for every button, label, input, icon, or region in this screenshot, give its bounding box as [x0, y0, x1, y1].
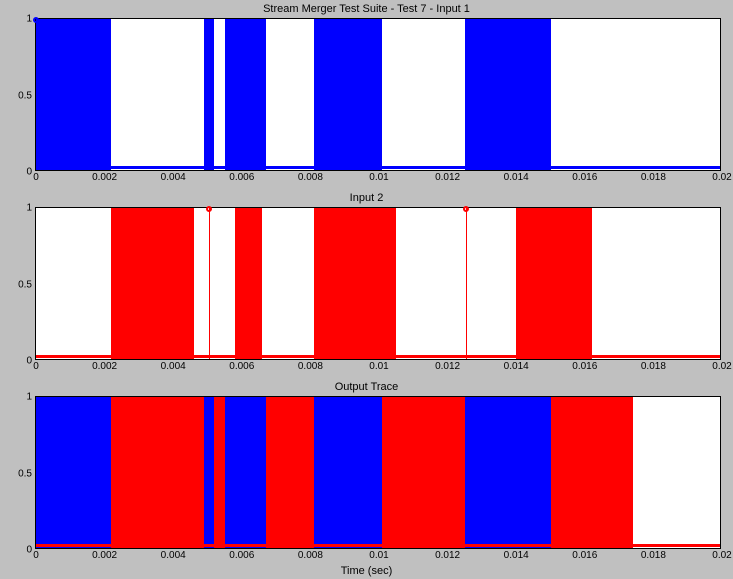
- panel1-title: Stream Merger Test Suite - Test 7 - Inpu…: [0, 3, 733, 15]
- panel3-pulse: [214, 397, 224, 548]
- panel1-xtick: 0.006: [229, 172, 254, 183]
- panel1-ytick: 0.5: [2, 90, 32, 101]
- panel3-xtick: 0.012: [435, 550, 460, 561]
- panel3-xtick: 0.004: [161, 550, 186, 561]
- panel1-ytick: 0: [2, 167, 32, 178]
- panel3-xtick: 0.018: [641, 550, 666, 561]
- panel1-xtick: 0.02: [712, 172, 731, 183]
- panel3-pulse-top: [266, 398, 314, 401]
- panel2-pulse: [111, 208, 193, 359]
- panel1-pulse: [225, 19, 266, 170]
- panel3-ytick: 0: [2, 545, 32, 556]
- panel3-pulse: [465, 397, 551, 548]
- panel2-xtick: 0.012: [435, 361, 460, 372]
- panel3-pulse: [551, 397, 633, 548]
- panel3-baseline-red: [36, 544, 720, 547]
- panel2-pulse: [466, 208, 467, 359]
- panel2-xtick: 0.006: [229, 361, 254, 372]
- panel2-pulse: [235, 208, 262, 359]
- panel3-xtick: 0.006: [229, 550, 254, 561]
- panel1-ytick: 1: [2, 14, 32, 25]
- panel2-ytick: 0: [2, 356, 32, 367]
- panel1-xtick: 0.016: [572, 172, 597, 183]
- panel2-pulse: [209, 208, 210, 359]
- panel1-marker: [33, 17, 39, 23]
- panel2-pulse-top: [516, 209, 591, 212]
- panel3-pulse-top: [314, 398, 383, 401]
- panel1: 00.5100.0020.0040.0060.0080.010.0120.014…: [35, 18, 721, 171]
- panel1-pulse-top: [225, 20, 266, 23]
- panel3-pulse-top: [204, 398, 214, 401]
- panel1-xtick: 0.014: [504, 172, 529, 183]
- panel3-pulse: [266, 397, 314, 548]
- panel2-pulse: [516, 208, 591, 359]
- panel3: 00.5100.0020.0040.0060.0080.010.0120.014…: [35, 396, 721, 549]
- panel1-pulse: [314, 19, 383, 170]
- panel2-xtick: 0.016: [572, 361, 597, 372]
- x-axis-label: Time (sec): [0, 565, 733, 577]
- panel1-xtick: 0.012: [435, 172, 460, 183]
- panel3-pulse-top: [551, 398, 633, 401]
- panel3-pulse: [111, 397, 204, 548]
- panel3-title: Output Trace: [0, 381, 733, 393]
- panel2-marker: [206, 206, 212, 212]
- panel2-pulse-top: [111, 209, 193, 212]
- panel2-pulse-top: [235, 209, 262, 212]
- panel1-pulse: [465, 19, 551, 170]
- panel1-pulse: [204, 19, 214, 170]
- panel2-xtick: 0.008: [298, 361, 323, 372]
- panel2-baseline-red: [36, 355, 720, 358]
- panel1-xtick: 0.002: [92, 172, 117, 183]
- panel2-title: Input 2: [0, 192, 733, 204]
- panel1-xtick: 0.018: [641, 172, 666, 183]
- panel1-pulse-top: [314, 20, 383, 23]
- panel3-ytick: 1: [2, 392, 32, 403]
- panel2-xtick: 0.02: [712, 361, 731, 372]
- panel3-pulse: [204, 397, 214, 548]
- panel3-xtick: 0.016: [572, 550, 597, 561]
- panel3-xtick: 0.01: [369, 550, 388, 561]
- panel2-xtick: 0.004: [161, 361, 186, 372]
- panel3-xtick: 0.002: [92, 550, 117, 561]
- panel2-pulse: [314, 208, 396, 359]
- panel3-pulse-top: [214, 398, 224, 401]
- panel2-marker: [463, 206, 469, 212]
- panel3-xtick: 0: [33, 550, 39, 561]
- panel2-xtick: 0.01: [369, 361, 388, 372]
- panel1-xtick: 0: [33, 172, 39, 183]
- panel3-pulse-top: [111, 398, 204, 401]
- panel2-xtick: 0.018: [641, 361, 666, 372]
- panel2-ytick: 0.5: [2, 279, 32, 290]
- panel3-pulse: [382, 397, 464, 548]
- panel3-xtick: 0.014: [504, 550, 529, 561]
- panel1-pulse-top: [36, 20, 111, 23]
- panel3-ytick: 0.5: [2, 468, 32, 479]
- panel1-xtick: 0.01: [369, 172, 388, 183]
- panel3-xtick: 0.02: [712, 550, 731, 561]
- figure: Stream Merger Test Suite - Test 7 - Inpu…: [0, 0, 733, 579]
- panel3-xtick: 0.008: [298, 550, 323, 561]
- panel3-pulse: [314, 397, 383, 548]
- panel1-pulse: [36, 19, 111, 170]
- panel1-pulse-top: [204, 20, 214, 23]
- panel1-baseline-blue: [36, 166, 720, 169]
- panel2-xtick: 0.002: [92, 361, 117, 372]
- panel3-pulse: [36, 397, 111, 548]
- panel3-pulse-top: [36, 398, 111, 401]
- panel2-xtick: 0.014: [504, 361, 529, 372]
- panel2-xtick: 0: [33, 361, 39, 372]
- panel1-xtick: 0.008: [298, 172, 323, 183]
- panel1-pulse-top: [465, 20, 551, 23]
- panel3-pulse: [225, 397, 266, 548]
- panel1-xtick: 0.004: [161, 172, 186, 183]
- panel3-pulse-top: [225, 398, 266, 401]
- panel3-pulse-top: [465, 398, 551, 401]
- panel2: 00.5100.0020.0040.0060.0080.010.0120.014…: [35, 207, 721, 360]
- panel3-pulse-top: [382, 398, 464, 401]
- panel2-pulse-top: [314, 209, 396, 212]
- panel2-ytick: 1: [2, 203, 32, 214]
